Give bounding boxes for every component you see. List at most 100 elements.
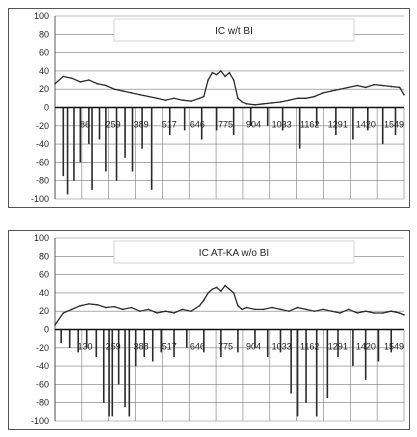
data-point (279, 308, 282, 311)
data-point (322, 92, 324, 94)
data-point (232, 79, 235, 81)
y-tick-label: -60 (36, 157, 49, 167)
data-point (224, 75, 226, 78)
x-tick-label: 775 (218, 120, 233, 130)
x-tick-label: 1420 (356, 120, 376, 130)
data-point (305, 308, 307, 311)
data-point (122, 308, 124, 311)
data-point (215, 73, 218, 76)
data-point (130, 92, 133, 94)
x-tick-label: 517 (162, 342, 177, 352)
chart-title: IC AT-KA w/o BI (199, 248, 269, 259)
y-tick-label: 40 (39, 288, 49, 298)
data-point (190, 310, 192, 312)
data-point (232, 292, 235, 294)
x-tick-label: 904 (246, 120, 261, 130)
data-point (403, 314, 405, 316)
x-tick-label: 130 (77, 342, 92, 352)
y-tick-label: -80 (36, 176, 49, 186)
data-point (181, 308, 184, 311)
data-point (198, 97, 201, 100)
data-point (262, 103, 265, 105)
data-point (245, 103, 248, 105)
data-point (245, 306, 248, 309)
data-point (113, 88, 116, 90)
y-tick-label: -60 (36, 379, 49, 389)
data-point (398, 312, 401, 314)
data-point (271, 102, 273, 104)
data-point (139, 310, 141, 312)
x-tick-label: 259 (106, 342, 121, 352)
x-tick-label: 775 (218, 342, 233, 352)
data-point (241, 308, 243, 311)
data-point (54, 324, 56, 326)
chart-1-svg: 100 80 60 40 20 0 -20 -40 -60 -80 -100 IC w/t BI 86 2… (31, 11, 405, 204)
data-point (122, 90, 124, 92)
data-point (88, 303, 90, 305)
chart-panel-ic-wt-bi: 100 80 60 40 20 0 -20 -40 -60 -80 -100 IC w/t BI 86 2… (8, 8, 410, 208)
data-point (347, 86, 350, 89)
y-tick-label: -20 (36, 121, 49, 131)
data-point (198, 304, 201, 307)
y-tick-label: -40 (36, 361, 49, 371)
data-point (220, 290, 222, 292)
data-point (228, 288, 231, 291)
y-tick-label: 60 (39, 270, 49, 280)
data-point (390, 310, 393, 312)
y-tick-label: 20 (39, 84, 49, 94)
y-tick-label: 100 (34, 11, 49, 21)
data-point (130, 306, 133, 309)
data-point (207, 79, 209, 81)
data-point (288, 310, 290, 312)
data-point (211, 71, 214, 74)
x-tick-label: 388 (134, 342, 149, 352)
data-point (88, 79, 90, 81)
data-point (71, 77, 73, 80)
y-tick-label: 20 (39, 306, 49, 316)
x-tick-label: 646 (190, 342, 205, 352)
data-point (356, 312, 358, 314)
data-point (381, 312, 384, 314)
data-point (220, 70, 222, 72)
chart-2-svg: 100 80 60 40 20 0 -20 -40 -60 -80 -100 IC AT-KA w/o… (31, 233, 405, 426)
data-point (147, 308, 150, 311)
y-tick-label: -80 (36, 398, 49, 408)
data-point (305, 97, 307, 100)
data-point (271, 306, 273, 309)
data-point (173, 97, 175, 100)
data-point (113, 305, 116, 308)
x-tick-label: 1420 (356, 342, 376, 352)
data-point (262, 308, 265, 311)
y-tick-label: 80 (39, 251, 49, 261)
x-tick-label: 389 (134, 120, 149, 130)
x-tick-label: 259 (106, 120, 121, 130)
data-point (390, 85, 393, 88)
data-point (373, 83, 375, 86)
data-point (224, 284, 226, 287)
x-tick-label: 1549 (384, 342, 404, 352)
data-point (156, 312, 158, 314)
data-point (330, 310, 333, 312)
data-point (147, 95, 150, 98)
data-point (381, 84, 384, 87)
data-point (254, 103, 256, 106)
data-point (207, 292, 209, 294)
data-point (54, 82, 56, 85)
y-tick-label: 0 (44, 103, 49, 113)
x-tick-label: 1291 (328, 342, 348, 352)
data-point (105, 306, 107, 309)
data-point (313, 310, 316, 312)
data-point (339, 312, 341, 314)
y-tick-label: -40 (36, 139, 49, 149)
x-tick-label: 1549 (384, 120, 404, 130)
data-point (62, 75, 65, 78)
y-tick-label: 60 (39, 48, 49, 58)
data-point (347, 308, 350, 311)
data-point (254, 308, 256, 311)
x-tick-label: 1033 (272, 120, 292, 130)
x-tick-label: 646 (190, 120, 205, 130)
data-point (241, 101, 243, 103)
data-point (71, 308, 73, 311)
data-point (181, 99, 184, 101)
data-point (296, 306, 299, 309)
